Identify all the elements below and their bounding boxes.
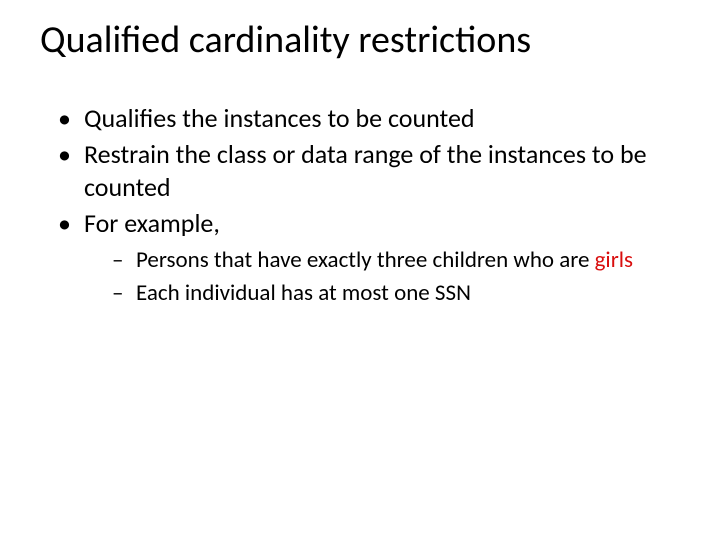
bullet-text: For example, (84, 207, 220, 239)
bullet-text: Restrain the class or data range of the … (84, 138, 647, 203)
slide: Qualified cardinality restrictions Quali… (0, 0, 720, 540)
slide-title: Qualified cardinality restrictions (40, 20, 680, 62)
bullet-text: Qualifies the instances to be counted (84, 102, 475, 134)
bullet-item: For example, Persons that have exactly t… (58, 207, 680, 307)
bullet-item: Restrain the class or data range of the … (58, 138, 680, 203)
sub-bullet-text: Persons that have exactly three children… (136, 246, 595, 274)
bullet-item: Qualifies the instances to be counted (58, 102, 680, 135)
bullet-list: Qualifies the instances to be counted Re… (58, 102, 680, 308)
sub-bullet-text: Each individual has at most one SSN (136, 279, 471, 307)
sub-bullet-list: Persons that have exactly three children… (112, 246, 680, 308)
sub-bullet-item: Each individual has at most one SSN (112, 279, 680, 308)
sub-bullet-item: Persons that have exactly three children… (112, 246, 680, 275)
highlight-text: girls (595, 246, 633, 274)
